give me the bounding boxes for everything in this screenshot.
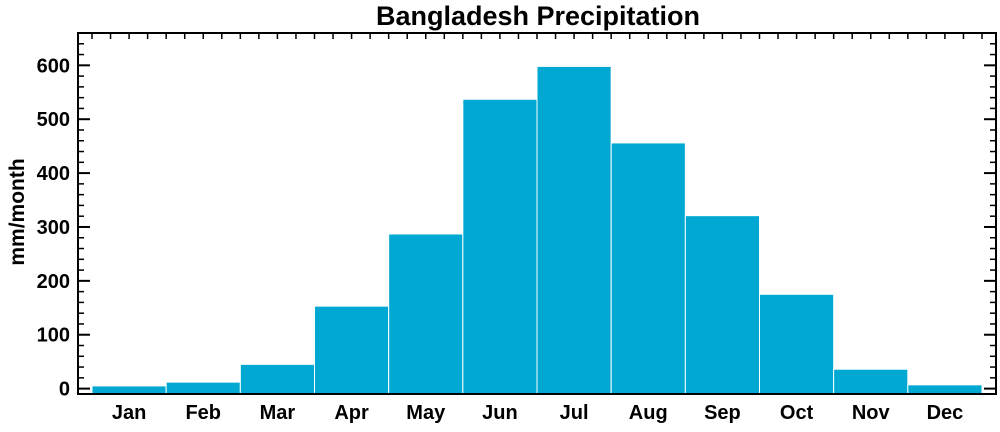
x-tick-label: Jul bbox=[560, 402, 589, 424]
y-tick-label: 100 bbox=[37, 325, 70, 347]
bar-apr bbox=[314, 305, 390, 395]
bar-feb bbox=[165, 381, 241, 395]
bar-aug bbox=[610, 142, 686, 395]
y-tick-label: 200 bbox=[37, 271, 70, 293]
x-tick-label: Jan bbox=[112, 402, 146, 424]
bars-layer bbox=[91, 65, 983, 395]
x-tick-label: Nov bbox=[852, 402, 891, 424]
chart-title: Bangladesh Precipitation bbox=[376, 1, 700, 31]
y-tick-label: 600 bbox=[37, 55, 70, 77]
y-tick-label: 300 bbox=[37, 217, 70, 239]
x-tick-label: Oct bbox=[780, 402, 814, 424]
bar-dec bbox=[907, 384, 983, 395]
y-tick-label: 0 bbox=[59, 379, 70, 401]
bar-nov bbox=[833, 368, 909, 395]
bar-jul bbox=[536, 65, 612, 395]
y-tick-label: 500 bbox=[37, 109, 70, 131]
bar-sep bbox=[684, 215, 760, 395]
bar-jan bbox=[91, 385, 167, 395]
x-tick-label: Feb bbox=[185, 402, 221, 424]
x-tick-label: Mar bbox=[260, 402, 296, 424]
x-tick-label: Jun bbox=[482, 402, 518, 424]
bar-oct bbox=[759, 293, 835, 395]
x-tick-label: Apr bbox=[334, 402, 369, 424]
x-tick-label: Aug bbox=[629, 402, 668, 424]
bar-jun bbox=[462, 98, 538, 395]
x-tick-label: Sep bbox=[704, 402, 741, 424]
bar-mar bbox=[239, 363, 315, 395]
y-tick-label: 400 bbox=[37, 163, 70, 185]
x-tick-label: May bbox=[406, 402, 446, 424]
y-axis-label: mm/month bbox=[6, 158, 29, 265]
tick-labels-layer: Jan Feb Mar Apr May Jun Jul Aug Sep Oct Nov Dec 0 100… bbox=[37, 55, 964, 424]
plot-frame bbox=[77, 32, 997, 395]
bar-may bbox=[388, 233, 464, 395]
x-tick-label: Dec bbox=[927, 402, 964, 424]
